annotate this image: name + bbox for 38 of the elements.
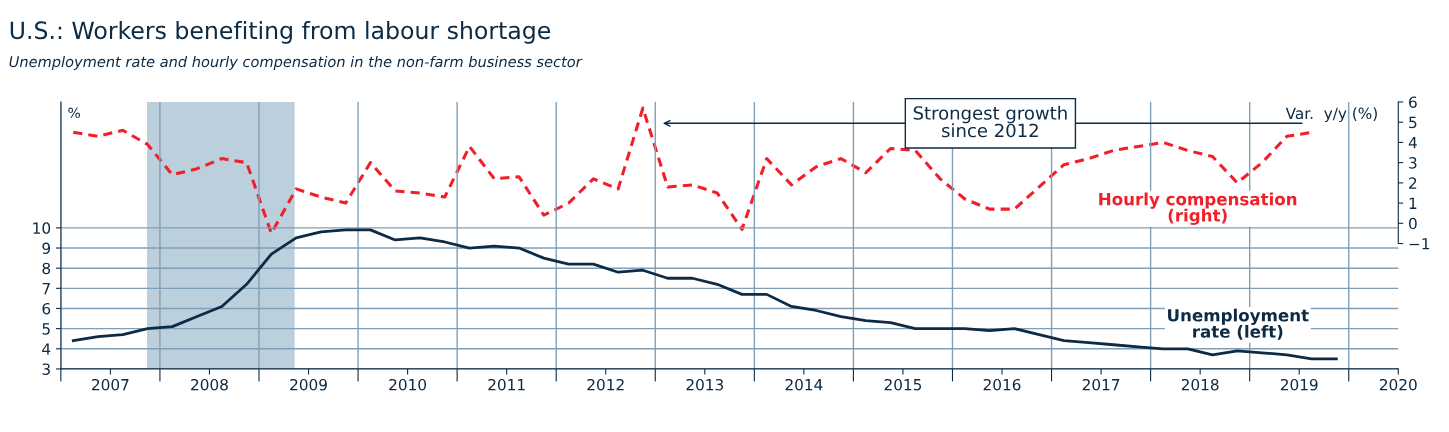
x-tick-label: 2010 bbox=[389, 378, 427, 391]
x-tick-label: 2013 bbox=[686, 378, 724, 391]
y-tick-label: 5 bbox=[42, 323, 50, 335]
y2-tick-label: 1 bbox=[1409, 197, 1417, 209]
x-tick-label: 2014 bbox=[785, 378, 823, 391]
x-tick-label: 2016 bbox=[983, 378, 1021, 391]
text: Hourly compensation (right) bbox=[1099, 192, 1297, 225]
x-tick-label: 2009 bbox=[290, 378, 327, 391]
y-axis-title: % bbox=[68, 107, 80, 119]
x-tick-label: 2015 bbox=[884, 378, 922, 391]
y-tick-label: 3 bbox=[42, 363, 50, 375]
chart-subtitle: Unemployment rate and hourly compensation in the non-farm business sector bbox=[9, 55, 583, 70]
x-tick-label: 2012 bbox=[587, 378, 624, 391]
x-tick-label: 2008 bbox=[191, 378, 228, 391]
y-tick-label: 10 bbox=[33, 222, 51, 234]
x-tick-label: 2017 bbox=[1082, 378, 1120, 391]
x-tick-label: 2011 bbox=[488, 378, 525, 391]
y-tick-label: 9 bbox=[42, 242, 51, 255]
chart-title: U.S.: Workers benefiting from labour shortage bbox=[10, 20, 551, 44]
y2-tick-label: 2 bbox=[1409, 177, 1417, 189]
y-tick-label: 6 bbox=[42, 302, 51, 315]
y2-tick-label: 5 bbox=[1409, 116, 1417, 129]
y2-tick-label: 4 bbox=[1408, 137, 1417, 149]
y2-tick-label: −1 bbox=[1409, 238, 1430, 250]
x-tick-label: 2019 bbox=[1280, 378, 1318, 391]
y2-tick-label: 3 bbox=[1409, 157, 1417, 169]
annotation: Strongest growth since 2012 bbox=[913, 105, 1067, 138]
y2-tick-label: 0 bbox=[1409, 217, 1417, 230]
y2-tick-label: 6 bbox=[1409, 96, 1417, 108]
series-label: Unemployment rate (left) bbox=[1168, 308, 1309, 340]
y-tick-label: 7 bbox=[42, 283, 50, 295]
x-tick-label: 2018 bbox=[1181, 378, 1219, 391]
x-tick-label: 2007 bbox=[92, 378, 129, 391]
y2-axis-title: Var. y/y (%) bbox=[1285, 107, 1377, 123]
x-tick-label: 2020 bbox=[1379, 378, 1417, 391]
line-series bbox=[71, 228, 1338, 361]
y-tick-label: 4 bbox=[42, 343, 51, 355]
y-tick-label: 8 bbox=[42, 262, 51, 275]
